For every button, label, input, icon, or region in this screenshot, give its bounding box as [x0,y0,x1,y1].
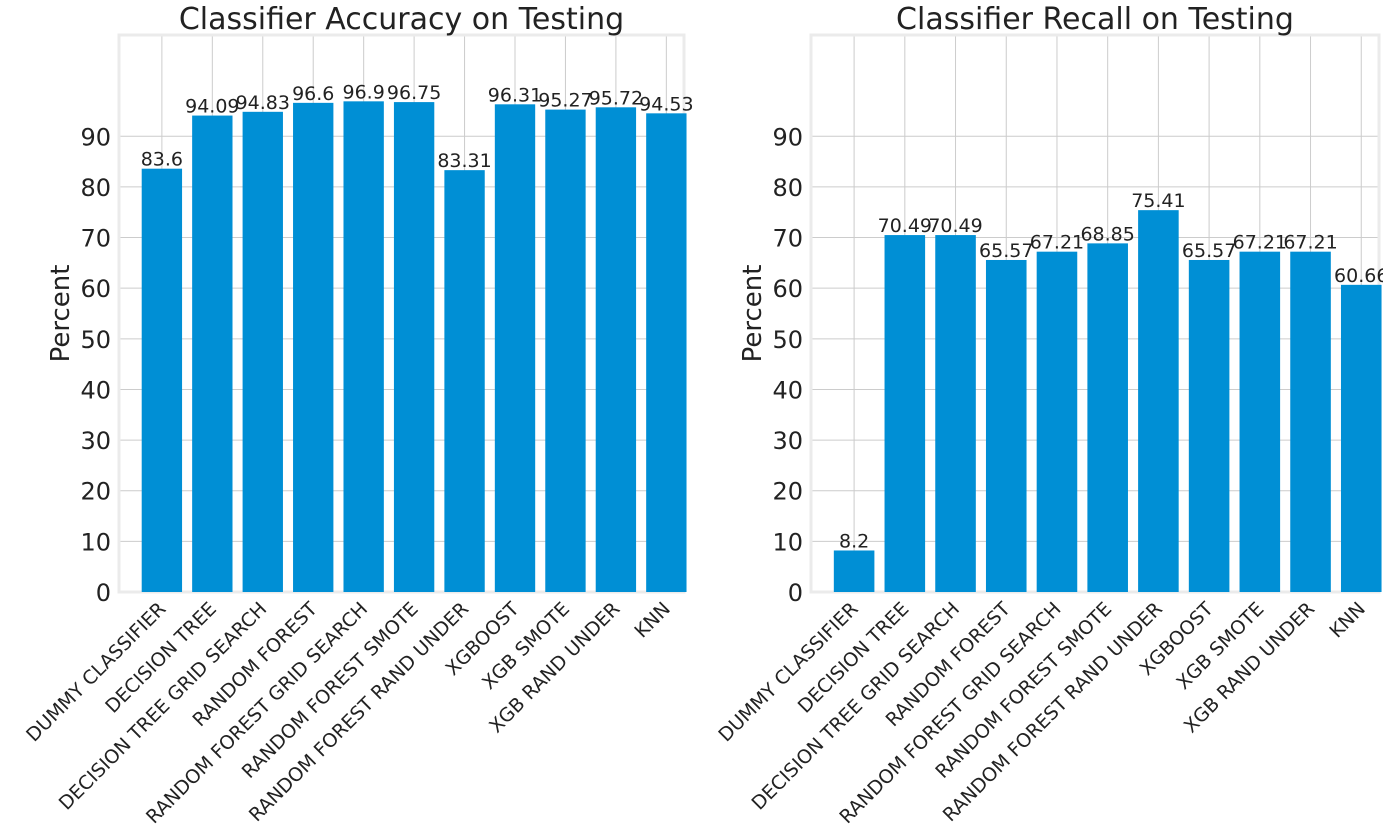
recall-bar [935,235,976,592]
accuracy-data-label: 83.6 [141,149,183,171]
recall-y-tick-label: 90 [772,123,803,151]
accuracy-data-label: 83.31 [437,150,491,172]
recall-bar [1138,210,1179,592]
accuracy-bar [192,115,233,593]
accuracy-title: Classifier Accuracy on Testing [179,2,624,37]
accuracy-bar [646,113,687,592]
accuracy-bar [293,102,334,593]
accuracy-bar [393,102,435,592]
accuracy-y-axis-label: Percent [46,265,76,363]
accuracy-bar [141,168,183,592]
recall-data-label: 67.21 [1233,232,1287,254]
recall-chart: 8.270.4970.4965.5767.2168.8575.4165.5767… [714,2,1383,824]
recall-bar [1290,251,1331,592]
accuracy-x-tick-label: DECISION TREE GRID SEARCH [55,598,272,815]
accuracy-bar [545,109,586,592]
accuracy-y-tick-label: 40 [80,376,111,404]
recall-bar [1036,251,1078,592]
accuracy-data-label: 96.31 [488,84,542,106]
accuracy-bar [595,107,637,593]
accuracy-data-label: 95.72 [589,87,643,109]
accuracy-y-tick-label: 90 [80,123,111,151]
recall-data-label: 65.57 [979,240,1033,262]
accuracy-y-tick-label: 10 [80,528,111,556]
recall-y-tick-label: 20 [772,478,803,506]
accuracy-data-label: 94.83 [236,92,290,114]
accuracy-bar [343,101,384,593]
recall-data-label: 8.2 [839,530,869,552]
recall-y-axis-label: Percent [738,265,768,363]
accuracy-y-tick-label: 30 [80,427,111,455]
accuracy-bar [494,104,536,593]
recall-bar [884,235,926,592]
recall-x-tick-label: KNN [1325,598,1369,642]
recall-bar [1087,243,1128,592]
accuracy-y-tick-label: 60 [80,275,111,303]
recall-y-tick-label: 60 [772,275,803,303]
recall-y-tick-label: 40 [772,376,803,404]
recall-y-tick-label: 10 [772,528,803,556]
accuracy-y-tick-label: 70 [80,225,111,253]
recall-y-tick-label: 50 [772,326,803,354]
accuracy-bar [444,170,485,593]
recall-bar [1188,259,1230,592]
recall-data-label: 65.57 [1182,240,1236,262]
accuracy-bar [242,111,283,592]
accuracy-data-label: 94.53 [639,93,693,115]
recall-title: Classifier Recall on Testing [896,2,1294,37]
recall-y-tick-label: 70 [772,225,803,253]
recall-bar [1340,284,1382,592]
recall-bar [833,550,875,592]
recall-bar [985,259,1027,592]
recall-y-tick-label: 30 [772,427,803,455]
accuracy-data-label: 95.27 [538,90,592,112]
recall-bar [1239,251,1281,592]
accuracy-data-label: 96.9 [343,81,385,103]
accuracy-y-tick-label: 80 [80,174,111,202]
accuracy-data-label: 96.6 [292,83,334,105]
recall-y-tick-label: 0 [788,579,803,607]
recall-data-label: 70.49 [928,215,982,237]
recall-data-label: 60.66 [1334,265,1383,287]
accuracy-y-tick-label: 50 [80,326,111,354]
accuracy-data-label: 96.75 [387,82,441,104]
recall-data-label: 67.21 [1283,232,1337,254]
accuracy-data-label: 94.09 [185,96,239,118]
recall-data-label: 67.21 [1030,232,1084,254]
accuracy-x-tick-label: KNN [630,598,674,642]
recall-data-label: 75.41 [1131,190,1185,212]
accuracy-y-tick-label: 0 [96,579,111,607]
recall-data-label: 70.49 [878,215,932,237]
recall-data-label: 68.85 [1080,223,1134,245]
accuracy-y-tick-label: 20 [80,478,111,506]
recall-x-tick-label: DECISION TREE GRID SEARCH [747,598,964,815]
recall-y-tick-label: 80 [772,174,803,202]
